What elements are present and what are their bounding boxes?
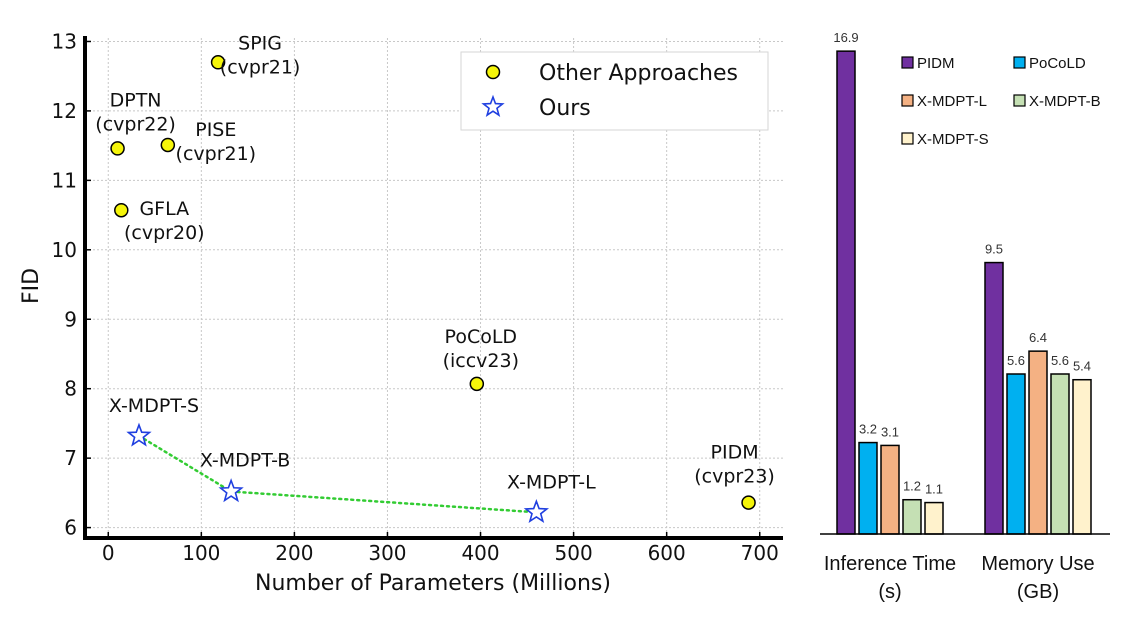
point-gfla bbox=[114, 202, 129, 218]
bar-x-mdpt-b bbox=[1050, 373, 1070, 535]
x-tick-label: 400 bbox=[461, 541, 499, 565]
annotation-pocold-venue: (iccv23) bbox=[443, 350, 519, 372]
y-tick-label: 12 bbox=[52, 99, 77, 123]
bar-value-label: 5.6 bbox=[1051, 353, 1069, 368]
bar-value-label: 1.2 bbox=[903, 479, 921, 494]
scatter-legend: Other Approaches Ours bbox=[460, 51, 769, 131]
bar-chart-legend: PIDM PoCoLD X-MDPT-L X-MDPT-B X-MDPT-S bbox=[901, 55, 1101, 148]
bar-value-label: 16.9 bbox=[833, 30, 858, 45]
point-pise bbox=[160, 137, 176, 153]
bar-x-mdpt-l bbox=[1028, 350, 1048, 535]
bar-pocold bbox=[1006, 373, 1026, 535]
y-tick-label: 13 bbox=[52, 29, 77, 53]
legend-swatch-x-mdpt-b bbox=[1013, 94, 1026, 107]
category-label: (s) bbox=[878, 581, 901, 603]
annotation-spig-venue: (cvpr21) bbox=[220, 56, 301, 78]
y-tick-label: 6 bbox=[64, 516, 77, 540]
bar-value-label: 5.4 bbox=[1073, 359, 1091, 374]
legend-marker-other-approaches bbox=[485, 64, 501, 80]
annotation-gfla-name: GFLA bbox=[139, 198, 189, 220]
scatter-x-axis-label: Number of Parameters (Millions) bbox=[255, 571, 611, 596]
point-x-mdpt-b bbox=[218, 478, 244, 503]
bar-value-label: 6.4 bbox=[1029, 330, 1047, 345]
x-tick-label: 500 bbox=[555, 541, 593, 565]
x-tick-label: 100 bbox=[182, 541, 220, 565]
legend-label-x-mdpt-l: X-MDPT-L bbox=[917, 93, 987, 110]
bar-pocold bbox=[858, 441, 878, 535]
point-pidm bbox=[741, 495, 756, 510]
annotation-dptn-venue: (cvpr22) bbox=[95, 113, 176, 135]
annotation-x-mdpt-b-name: X-MDPT-B bbox=[200, 449, 290, 471]
scatter-gridlines bbox=[85, 38, 783, 538]
legend-label-ours: Ours bbox=[539, 96, 591, 121]
x-tick-label: 300 bbox=[368, 541, 406, 565]
bar-chart-bars bbox=[836, 50, 1092, 535]
scatter-annotations: SPIG(cvpr21)DPTN(cvpr22) PISE(cvpr21)GFLA… bbox=[95, 32, 775, 493]
annotation-x-mdpt-s-name: X-MDPT-S bbox=[109, 395, 199, 417]
bar-x-mdpt-b bbox=[902, 498, 922, 535]
category-label: (GB) bbox=[1017, 581, 1059, 603]
bar-chart-category-labels: Inference Time (s) Memory Use (GB) bbox=[824, 553, 1095, 603]
scatter-points bbox=[110, 55, 756, 524]
x-tick-label: 600 bbox=[648, 541, 686, 565]
point-pocold bbox=[469, 376, 485, 392]
x-tick-label: 200 bbox=[275, 541, 313, 565]
ours-connector-path bbox=[137, 434, 538, 514]
bar-value-label: 3.1 bbox=[881, 424, 899, 439]
annotation-dptn-name: DPTN bbox=[110, 89, 162, 111]
bar-x-mdpt-s bbox=[924, 501, 944, 535]
bar-pidm bbox=[984, 261, 1004, 535]
bar-value-label: 9.5 bbox=[985, 242, 1003, 257]
annotation-x-mdpt-l-name: X-MDPT-L bbox=[507, 471, 596, 493]
category-label: Memory Use bbox=[981, 553, 1094, 575]
legend-label-x-mdpt-s: X-MDPT-S bbox=[917, 131, 989, 148]
legend-label-pidm: PIDM bbox=[917, 55, 955, 72]
legend-label-pocold: PoCoLD bbox=[1029, 55, 1086, 72]
annotation-pocold-name: PoCoLD bbox=[445, 326, 518, 348]
legend-swatch-x-mdpt-l bbox=[901, 94, 914, 107]
bar-chart-value-labels: 16.9 3.2 3.1 1.2 1.1 9.5 5.6 6.4 5.6 5.4 bbox=[833, 30, 1091, 496]
bar-value-label: 5.6 bbox=[1007, 353, 1025, 368]
annotation-pidm-name: PIDM bbox=[711, 442, 759, 464]
scatter-tick-labels: 0 100 200 300 400 500 600 700 6 7 8 9 10 11 12 13 bbox=[52, 29, 779, 565]
y-tick-label: 8 bbox=[64, 377, 77, 401]
annotation-spig-name: SPIG bbox=[238, 32, 282, 54]
scatter-y-axis-label: FID bbox=[19, 268, 44, 304]
x-tick-label: 0 bbox=[102, 541, 115, 565]
point-x-mdpt-l bbox=[523, 499, 550, 524]
x-tick-label: 700 bbox=[741, 541, 779, 565]
category-label: Inference Time bbox=[824, 553, 956, 575]
legend-box bbox=[460, 51, 769, 131]
bar-pidm bbox=[836, 50, 856, 535]
point-spig bbox=[210, 55, 226, 70]
y-tick-label: 9 bbox=[64, 307, 77, 331]
bar-x-mdpt-l bbox=[880, 444, 900, 535]
bar-x-mdpt-s bbox=[1072, 378, 1092, 535]
point-dptn bbox=[110, 141, 125, 156]
ours-connector-line bbox=[137, 434, 538, 514]
legend-swatch-pidm bbox=[901, 56, 914, 69]
annotation-pidm-venue: (cvpr23) bbox=[694, 466, 775, 488]
scatter-axes-frame bbox=[83, 36, 783, 540]
y-tick-label: 10 bbox=[52, 238, 77, 262]
y-tick-label: 11 bbox=[52, 168, 77, 192]
annotation-pise-name: PISE bbox=[195, 119, 236, 141]
legend-swatch-pocold bbox=[1013, 56, 1026, 69]
legend-label-x-mdpt-b: X-MDPT-B bbox=[1029, 93, 1101, 110]
annotation-pise-venue: (cvpr21) bbox=[176, 143, 257, 165]
legend-label-other-approaches: Other Approaches bbox=[539, 61, 738, 86]
point-x-mdpt-s bbox=[126, 422, 152, 447]
bar-value-label: 3.2 bbox=[859, 422, 877, 437]
legend-marker-ours bbox=[481, 94, 505, 117]
y-tick-label: 7 bbox=[64, 446, 77, 470]
annotation-gfla-venue: (cvpr20) bbox=[124, 222, 205, 244]
bar-value-label: 1.1 bbox=[925, 482, 943, 497]
legend-swatch-x-mdpt-s bbox=[901, 132, 914, 145]
